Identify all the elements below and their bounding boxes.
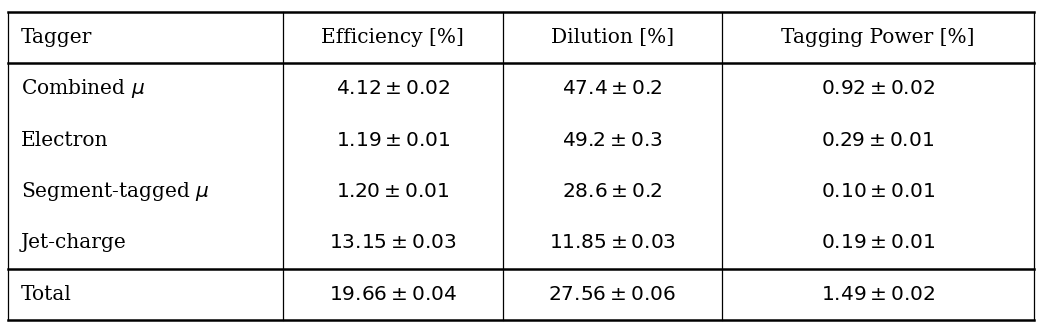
Text: $0.10 \pm 0.01$: $0.10 \pm 0.01$ [820, 182, 935, 201]
Text: $28.6 \pm 0.2$: $28.6 \pm 0.2$ [562, 182, 663, 201]
Text: $1.19 \pm 0.01$: $1.19 \pm 0.01$ [336, 131, 450, 149]
Text: $47.4 \pm 0.2$: $47.4 \pm 0.2$ [562, 79, 663, 98]
Text: Combined $\mu$: Combined $\mu$ [21, 77, 145, 100]
Text: Tagging Power [%]: Tagging Power [%] [782, 28, 974, 47]
Text: $11.85 \pm 0.03$: $11.85 \pm 0.03$ [549, 233, 676, 252]
Text: Total: Total [21, 285, 72, 304]
Text: $1.20 \pm 0.01$: $1.20 \pm 0.01$ [337, 182, 449, 201]
Text: Electron: Electron [21, 131, 108, 149]
Text: $19.66 \pm 0.04$: $19.66 \pm 0.04$ [329, 285, 456, 304]
Text: $0.29 \pm 0.01$: $0.29 \pm 0.01$ [821, 131, 935, 149]
Text: Tagger: Tagger [21, 28, 92, 47]
Text: $49.2 \pm 0.3$: $49.2 \pm 0.3$ [562, 131, 663, 149]
Text: $0.92 \pm 0.02$: $0.92 \pm 0.02$ [821, 79, 935, 98]
Text: Dilution [%]: Dilution [%] [550, 28, 674, 47]
Text: $1.49 \pm 0.02$: $1.49 \pm 0.02$ [821, 285, 935, 304]
Text: $27.56 \pm 0.06$: $27.56 \pm 0.06$ [548, 285, 676, 304]
Text: Efficiency [%]: Efficiency [%] [321, 28, 465, 47]
Text: Segment-tagged $\mu$: Segment-tagged $\mu$ [21, 180, 209, 203]
Text: $4.12 \pm 0.02$: $4.12 \pm 0.02$ [336, 79, 450, 98]
Text: $0.19 \pm 0.01$: $0.19 \pm 0.01$ [820, 233, 935, 252]
Text: Jet-charge: Jet-charge [21, 233, 126, 252]
Text: $13.15 \pm 0.03$: $13.15 \pm 0.03$ [329, 233, 456, 252]
